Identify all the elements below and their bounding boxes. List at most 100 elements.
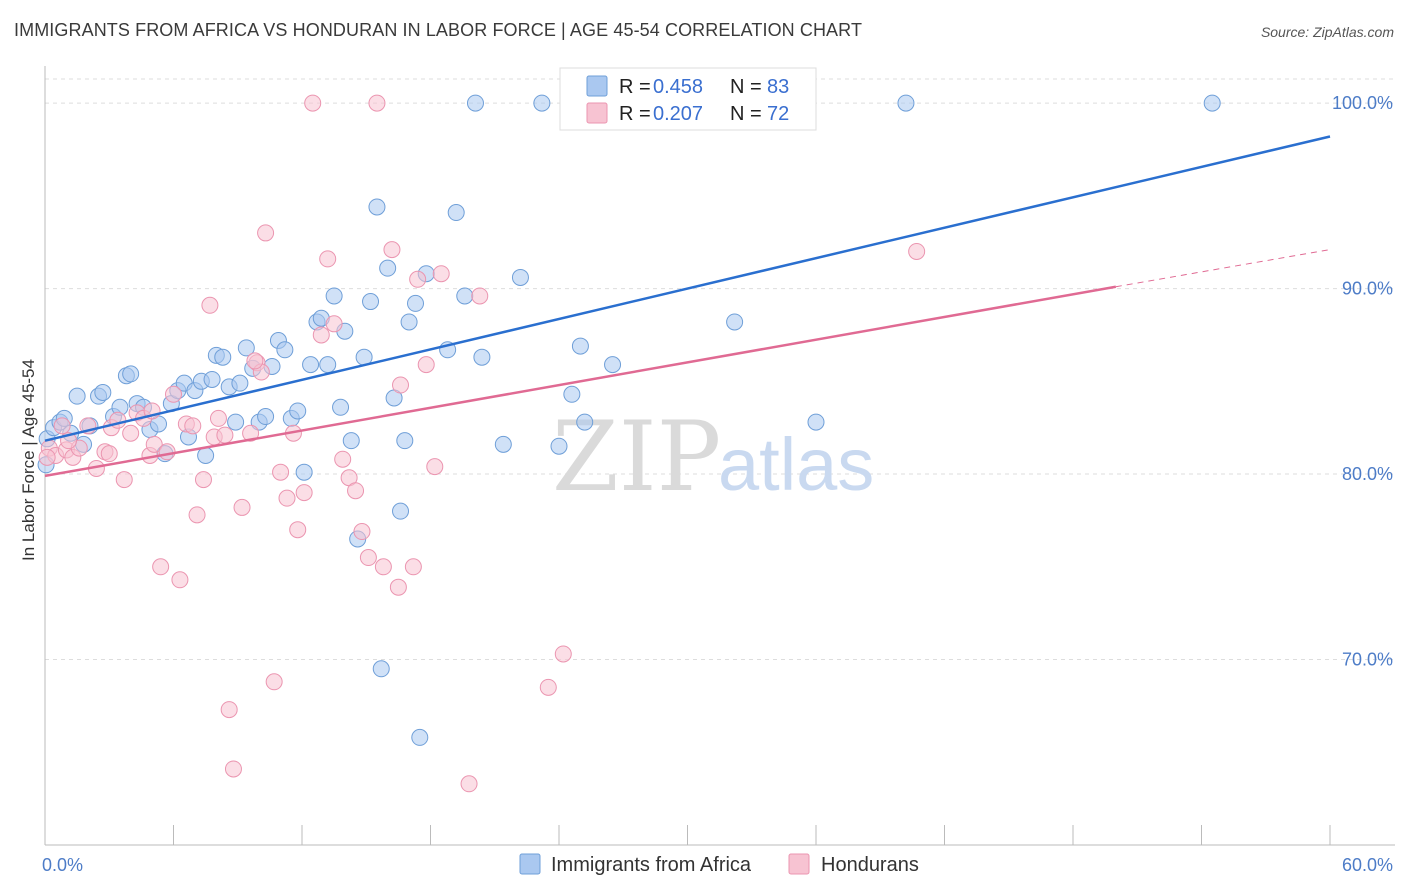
honduran-point <box>115 471 133 489</box>
watermark: ZIP atlas <box>552 401 874 513</box>
legend-r-label: R = <box>619 103 651 125</box>
legend-n-value: 83 <box>767 76 789 98</box>
africa-point <box>237 339 255 357</box>
honduran-point <box>272 463 290 481</box>
africa-point <box>122 365 140 383</box>
legend-n-value: 72 <box>767 103 789 125</box>
honduran-point <box>426 458 444 476</box>
africa-point <box>396 432 414 450</box>
honduran-point <box>194 471 212 489</box>
honduran-point <box>233 498 251 516</box>
africa-point <box>276 341 294 359</box>
honduran-trend-line <box>44 285 1117 478</box>
honduran-point <box>246 352 264 370</box>
honduran-point <box>171 571 189 589</box>
y-axis-title: In Labor Force | Age 45-54 <box>19 359 38 561</box>
y-tick-label: 80.0% <box>1342 464 1393 484</box>
y-tick-label: 100.0% <box>1332 93 1393 113</box>
legend-label-hondurans: Hondurans <box>821 854 919 876</box>
stats-legend: R = 0.458 N = 83 R = 0.207 N = 72 <box>559 67 817 131</box>
africa-point <box>295 463 313 481</box>
honduran-point <box>278 489 296 507</box>
trend-lines <box>44 135 1331 478</box>
honduran-point <box>289 521 307 539</box>
africa-point <box>400 313 418 331</box>
source-label: Source: ZipAtlas.com <box>1260 24 1394 40</box>
legend-swatch-pink <box>586 102 608 124</box>
honduran-trend-extension <box>1115 249 1331 288</box>
legend-r-value: 0.458 <box>653 76 703 98</box>
x-tick-label: 0.0% <box>42 855 83 875</box>
africa-point <box>203 370 221 388</box>
tick-labels: 70.0% 80.0% 90.0% 100.0% 0.0% 60.0% <box>42 93 1393 875</box>
africa-point <box>447 204 465 222</box>
africa-point <box>197 447 215 464</box>
africa-point <box>372 660 390 678</box>
africa-point <box>379 259 397 277</box>
honduran-point <box>216 426 234 444</box>
africa-point <box>342 432 360 450</box>
africa-point <box>214 348 232 366</box>
honduran-point <box>460 775 478 793</box>
honduran-point <box>334 450 352 468</box>
africa-point <box>362 293 380 311</box>
watermark-atlas: atlas <box>718 423 874 506</box>
x-tick-label: 60.0% <box>1342 855 1393 875</box>
africa-point <box>533 94 551 112</box>
honduran-point <box>908 242 926 260</box>
honduran-point <box>304 94 322 112</box>
honduran-point <box>295 484 313 502</box>
africa-point <box>473 348 491 366</box>
honduran-point <box>201 296 219 314</box>
honduran-point <box>325 315 343 333</box>
africa-point <box>807 413 825 431</box>
africa-point <box>257 408 275 426</box>
africa-point <box>392 502 410 520</box>
honduran-point <box>209 409 227 427</box>
honduran-point <box>224 760 242 778</box>
africa-point <box>68 387 86 405</box>
honduran-point <box>383 241 401 259</box>
africa-point <box>231 374 249 392</box>
legend-label-africa: Immigrants from Africa <box>551 854 752 876</box>
africa-point <box>576 413 594 431</box>
legend-n-label: N = <box>730 76 762 98</box>
africa-point <box>319 356 337 374</box>
honduran-point <box>417 356 435 374</box>
honduran-point <box>554 645 572 663</box>
honduran-point <box>312 326 330 344</box>
africa-point <box>494 435 512 453</box>
honduran-point <box>409 270 427 288</box>
honduran-point <box>158 443 176 461</box>
africa-point <box>456 287 474 305</box>
africa-point <box>726 313 744 331</box>
honduran-point <box>184 417 202 435</box>
africa-point <box>332 398 350 416</box>
honduran-point <box>152 558 170 576</box>
honduran-point <box>165 385 182 403</box>
legend-r-label: R = <box>619 76 651 98</box>
legend-swatch-blue <box>586 75 608 97</box>
honduran-point <box>368 94 386 112</box>
honduran-point <box>220 701 238 719</box>
honduran-point <box>359 549 377 567</box>
honduran-point <box>53 417 71 435</box>
africa-point <box>302 356 320 374</box>
y-tick-label: 90.0% <box>1342 279 1393 299</box>
honduran-point <box>257 224 275 242</box>
africa-point <box>897 94 915 112</box>
chart-title: IMMIGRANTS FROM AFRICA VS HONDURAN IN LA… <box>14 20 863 40</box>
honduran-point <box>122 424 140 442</box>
honduran-point <box>242 424 260 442</box>
legend-swatch-africa <box>519 853 541 875</box>
honduran-point <box>319 250 337 268</box>
legend-n-label: N = <box>730 103 762 125</box>
honduran-point <box>38 448 56 466</box>
africa-point <box>227 413 245 431</box>
africa-point <box>511 268 529 286</box>
honduran-point <box>145 435 163 453</box>
legend-swatch-hondurans <box>788 853 810 875</box>
africa-point <box>368 198 386 216</box>
africa-point <box>407 294 425 312</box>
